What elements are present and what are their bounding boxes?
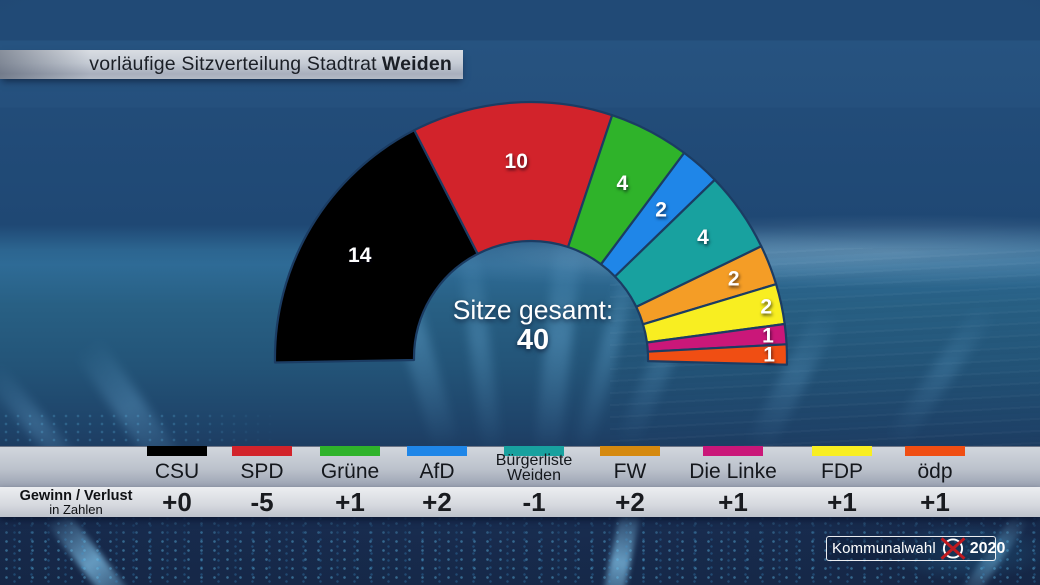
title-prefix: vorläufige Sitzverteilung Stadtrat (89, 53, 377, 75)
gain-loss-value-fdp: +1 (827, 486, 857, 517)
legend-party-fw: FW (613, 460, 647, 483)
legend-swatch-fw (600, 446, 660, 456)
badge-label: Kommunalwahl (832, 540, 936, 557)
chart-segment-value-oedp: 1 (763, 343, 775, 366)
page-title: vorläufige Sitzverteilung Stadtrat Weiden (89, 53, 452, 76)
chart-segment-value-die-linke: 1 (762, 324, 774, 347)
chart-segment-value-gruene: 4 (617, 172, 629, 195)
chart-center-label: Sitze gesamt: 40 (373, 295, 693, 356)
legend-party-spd: SPD (240, 460, 284, 483)
legend-swatch-buergerliste-weiden (504, 446, 564, 456)
gain-loss-value-buergerliste-weiden: -1 (522, 486, 546, 517)
gain-loss-value-gruene: +1 (335, 486, 365, 517)
legend-party-buergerliste-weiden-line: Bürgerliste (495, 452, 573, 469)
gain-loss-value-fw: +2 (615, 486, 645, 517)
legend-values-row (0, 487, 1040, 517)
chart-segment-value-fw: 2 (728, 267, 740, 290)
total-seats-value: 40 (516, 324, 550, 356)
gain-loss-value-afd: +2 (422, 486, 452, 517)
chart-segment-value-csu: 14 (348, 244, 372, 267)
legend-party-afd: AfD (419, 460, 455, 483)
legend-bar: Gewinn / Verlust in Zahlen CSU +0 SPD -5 Grü… (0, 446, 1040, 517)
chart-segment-oedp (646, 343, 789, 366)
gain-loss-value-die-linke: +1 (718, 486, 748, 517)
legend-party-buergerliste-weiden: Bürgerliste Weiden (459, 446, 609, 487)
total-seats-label: Sitze gesamt: (452, 295, 614, 325)
chart-segment-spd (413, 100, 614, 255)
kommunalwahl-badge: Kommunalwahl 2020 (826, 536, 1005, 561)
legend-party-oedp: ödp (917, 460, 953, 483)
gain-loss-value-csu: +0 (162, 486, 192, 517)
legend-swatch-gruene (320, 446, 380, 456)
legend-party-gruene: Grüne (320, 460, 380, 483)
title-bar: vorläufige Sitzverteilung Stadtrat Weiden (0, 50, 463, 79)
legend-swatch-spd (232, 446, 292, 456)
gain-loss-value-spd: -5 (250, 486, 274, 517)
legend-party-csu: CSU (154, 460, 200, 483)
legend-swatch-csu (147, 446, 207, 456)
legend-party-fdp: FDP (821, 460, 863, 483)
chart-segment-csu (273, 129, 479, 364)
gain-loss-header-line2: in Zahlen (49, 501, 103, 517)
title-city: Weiden (381, 53, 452, 75)
chart-segment-value-fdp: 2 (760, 296, 772, 319)
legend-party-buergerliste-weiden-line: Weiden (507, 467, 561, 484)
ballot-x-icon (940, 537, 966, 560)
legend-swatch-oedp (905, 446, 965, 456)
dot-mesh-bottom (0, 517, 1040, 585)
legend-swatch-afd (407, 446, 467, 456)
gain-loss-header: Gewinn / Verlust in Zahlen (0, 487, 152, 517)
legend-party-die-linke: Die Linke (689, 460, 777, 483)
legend-swatch-fdp (812, 446, 872, 456)
gain-loss-header-line1: Gewinn / Verlust (19, 487, 133, 504)
chart-segment-value-buergerliste-weiden: 4 (697, 226, 709, 249)
badge-year: 2020 (969, 539, 1006, 557)
legend-swatch-die-linke (703, 446, 763, 456)
gain-loss-value-oedp: +1 (920, 486, 950, 517)
chart-segment-value-spd: 10 (505, 150, 528, 173)
chart-segment-value-afd: 2 (655, 198, 667, 221)
dot-mesh-corner (0, 412, 280, 446)
